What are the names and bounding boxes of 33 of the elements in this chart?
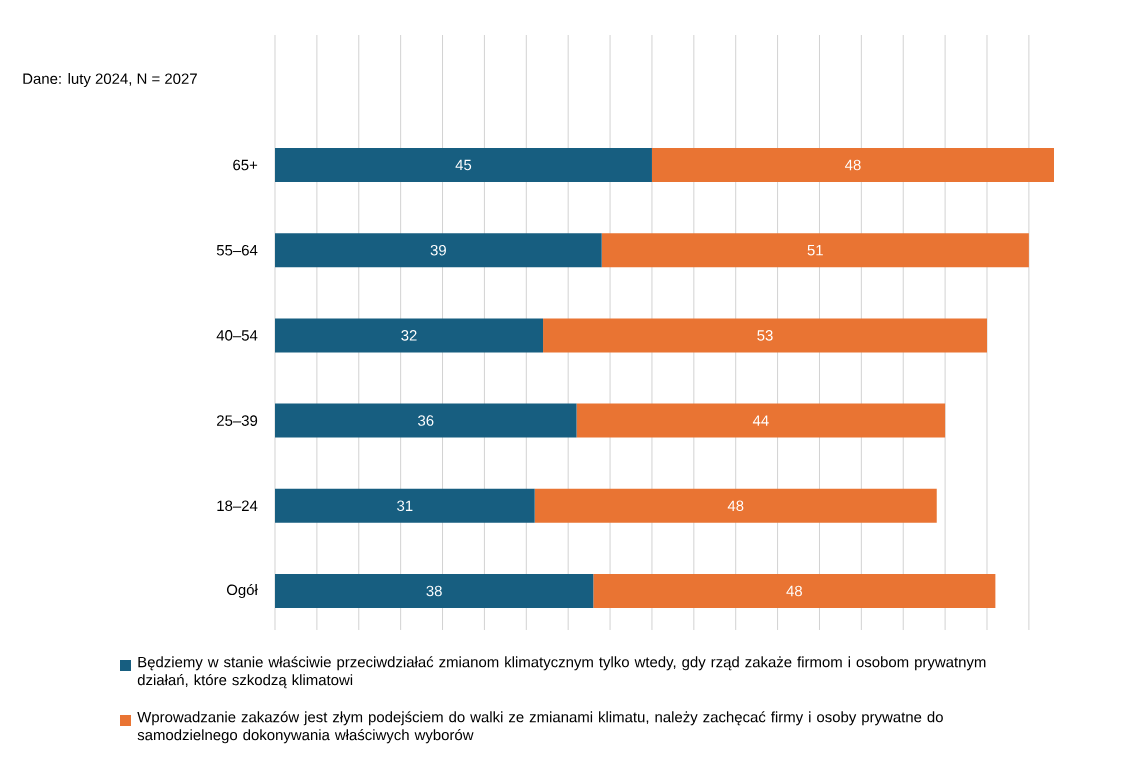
bar [275, 573, 594, 608]
y-tick-label: 18–24 [217, 500, 258, 512]
data-label: 44 [752, 415, 769, 426]
legend-label: Będziemy w stanie właściwie przeciwdziałać zmianom klimatycznym tylko wtedy, gdy rząd zakaże firmom i osobom prywatnym działań, które szkodzą klimatowi [137, 656, 986, 689]
bar [275, 233, 602, 268]
data-label: 48 [786, 585, 802, 597]
bar [275, 488, 535, 523]
bar [651, 147, 1055, 182]
y-tick-label: Ogół [226, 583, 258, 599]
bar [543, 318, 987, 353]
bar [576, 403, 946, 438]
bar [601, 233, 1029, 268]
data-label: 48 [727, 500, 744, 512]
bar [593, 573, 996, 608]
y-tick-label: 65+ [233, 159, 258, 171]
data-label: 31 [397, 500, 413, 512]
bar [534, 488, 937, 523]
y-tick-label: 40–54 [216, 330, 258, 341]
data-label: 51 [807, 244, 823, 256]
bar [275, 403, 577, 438]
bar [275, 318, 544, 353]
bar [275, 147, 652, 182]
text: Dane: luty 2024, N = 2027 [23, 73, 197, 87]
y-tick-label: 55–64 [216, 244, 258, 256]
data-label: 39 [430, 244, 446, 256]
legend-label: Wprowadzanie zakazów jest złym podejściem do walki ze zmianami klimatu, należy zachęcać firmy i osoby prywatne do samodzielnego dokonywania właściwych wyborów [137, 711, 943, 744]
data-label: 38 [426, 585, 442, 597]
data-label: 32 [401, 330, 417, 341]
data-label: 36 [418, 415, 434, 426]
data-label: 45 [455, 159, 472, 171]
data-label: 53 [757, 330, 773, 341]
data-label: 48 [845, 159, 861, 171]
y-tick-label: 25–39 [217, 415, 258, 426]
